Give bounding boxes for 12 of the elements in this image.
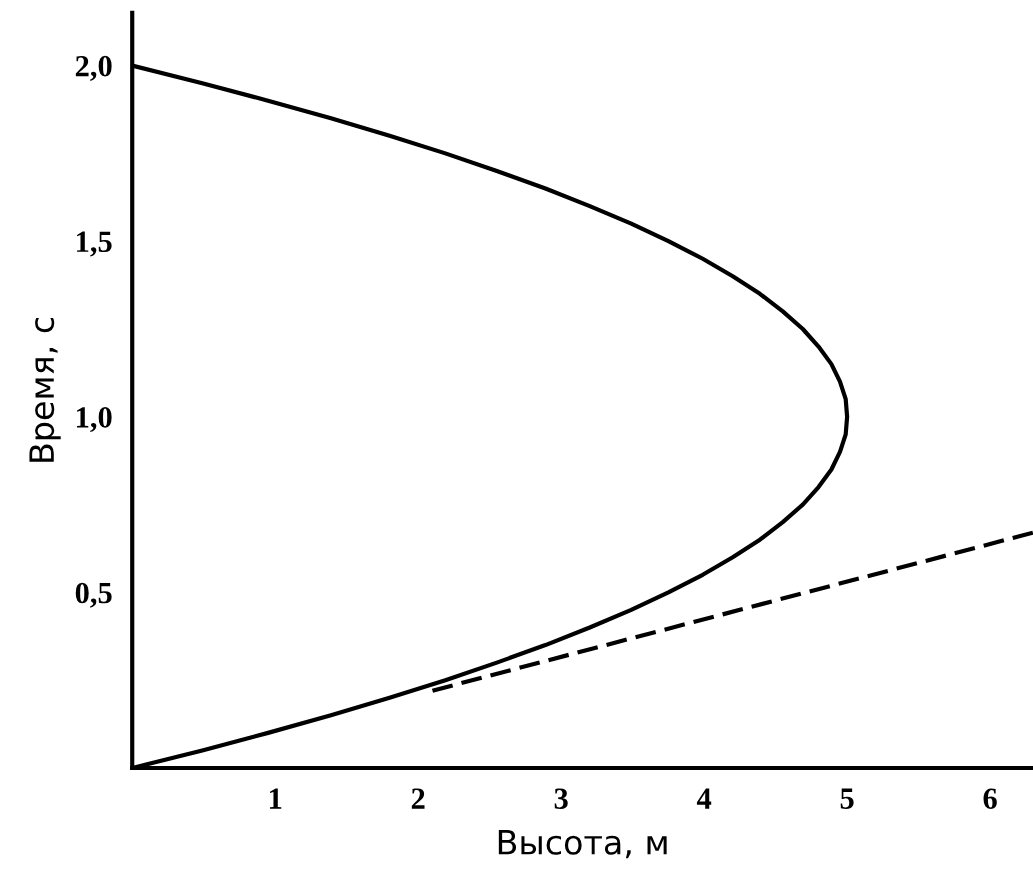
- x-tick-label: 2: [411, 788, 425, 809]
- y-axis-title: Время, с: [29, 317, 61, 462]
- x-tick-label: 5: [840, 788, 854, 809]
- y-tick-label: 1,5: [77, 231, 112, 257]
- y-tick-label: 1,0: [77, 407, 112, 433]
- y-tick-label: 2,0: [75, 55, 112, 81]
- x-tick-label: 4: [696, 788, 712, 809]
- x-tick-label: 1: [270, 788, 282, 809]
- x-tick-label: 3: [554, 788, 568, 809]
- y-tick-label: 0,5: [75, 582, 112, 608]
- x-axis-title: Высота, м: [498, 830, 667, 859]
- x-tick-label: 6: [983, 788, 997, 809]
